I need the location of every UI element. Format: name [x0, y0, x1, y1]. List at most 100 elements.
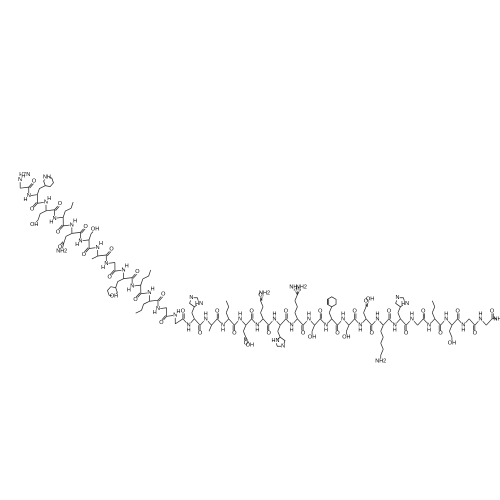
label-background	[44, 174, 50, 180]
label-background	[133, 297, 138, 303]
label-background	[180, 308, 186, 314]
bond	[143, 300, 150, 305]
label-background	[392, 322, 397, 328]
bond	[382, 318, 390, 326]
bond	[294, 294, 298, 301]
bond	[97, 254, 107, 257]
side-chain-label: OH	[366, 296, 374, 302]
bond	[115, 281, 119, 288]
label-background	[409, 316, 415, 322]
label-background	[124, 263, 129, 269]
bond	[123, 277, 133, 279]
bond	[194, 318, 201, 326]
label-background	[121, 267, 126, 273]
label-background	[176, 308, 181, 315]
bond	[243, 325, 247, 332]
label-background	[449, 340, 455, 346]
bond	[65, 233, 73, 237]
side-chain-label: OH	[448, 341, 456, 347]
bond	[70, 201, 74, 209]
carbonyl-o-label: O	[352, 308, 357, 314]
amide-n-label: N	[70, 222, 74, 228]
label-background	[289, 327, 294, 333]
label-background	[186, 322, 191, 328]
side-chain-label: OH	[308, 335, 316, 341]
amide-n-label: N	[290, 323, 294, 329]
carbonyl-o-label: O	[387, 308, 392, 314]
label-background	[323, 327, 329, 333]
amide-h-label: H	[461, 328, 465, 334]
label-background	[258, 292, 263, 298]
carbonyl-o-label: O	[404, 331, 409, 337]
side-chain-label: OH	[91, 227, 99, 233]
amide-n-label: N	[341, 316, 345, 322]
carbonyl-o-label: O	[318, 308, 323, 314]
label-background	[455, 308, 460, 314]
label-background	[402, 300, 408, 306]
amide-n-label: N	[221, 323, 225, 329]
carbonyl-o-label: O	[301, 331, 306, 337]
bond	[365, 318, 373, 326]
amide-n-label: N	[44, 200, 48, 206]
carbonyl-o-label: O	[198, 331, 203, 337]
bond	[311, 325, 315, 332]
label-background	[283, 308, 289, 314]
amide-h-label: H	[307, 311, 311, 317]
label-background	[83, 223, 88, 229]
amide-h-label: H	[444, 311, 448, 317]
amide-h-label: H	[324, 328, 328, 334]
amide-h-label: H	[376, 311, 380, 317]
amide-n-label: N	[393, 323, 397, 329]
label-background	[43, 199, 49, 205]
bond	[135, 309, 142, 314]
bond	[400, 318, 407, 326]
label-background	[247, 342, 253, 348]
label-background	[461, 327, 466, 333]
label-background	[392, 327, 397, 333]
label-background	[57, 201, 63, 207]
carbonyl-o-label: O	[181, 308, 186, 314]
amide-h-label: H	[393, 328, 397, 334]
side-chain-label: NH2	[259, 290, 270, 296]
side-chain-label: N	[281, 344, 285, 350]
bond	[211, 318, 218, 326]
label-background	[197, 330, 203, 336]
label-background	[95, 244, 100, 251]
label-background	[299, 284, 304, 290]
bond	[277, 325, 281, 332]
bond	[380, 349, 384, 356]
label-background	[426, 327, 432, 333]
amide-h-label: H	[479, 311, 483, 317]
bond	[149, 299, 158, 302]
label-background	[306, 311, 312, 317]
side-chain-label: O	[58, 244, 63, 250]
side-chain-label: NH2	[296, 284, 307, 290]
label-background	[426, 322, 432, 328]
bond	[451, 318, 458, 326]
amide-h-label: H	[49, 220, 53, 226]
label-background	[272, 316, 277, 322]
bond	[397, 306, 401, 313]
amide-n-label: N	[307, 316, 311, 322]
amide-n-label: N	[79, 238, 83, 244]
bond	[449, 325, 453, 332]
bond	[191, 312, 195, 319]
carbonyl-o-label: O	[249, 308, 254, 314]
label-background	[306, 316, 312, 322]
bond	[262, 318, 270, 326]
label-background	[291, 284, 296, 290]
label-background	[352, 308, 357, 314]
bond	[294, 312, 298, 319]
label-background	[489, 308, 495, 314]
amide-n-label: N	[324, 323, 328, 329]
label-background	[152, 309, 157, 316]
bond	[46, 209, 55, 212]
amide-h-label: H	[75, 242, 79, 248]
label-background	[21, 173, 26, 179]
bond	[37, 188, 40, 195]
label-background	[421, 308, 426, 314]
bond	[20, 186, 29, 189]
label-background	[104, 260, 109, 267]
amide-n-label: N	[96, 245, 100, 251]
amide-n-label: N	[410, 316, 414, 322]
